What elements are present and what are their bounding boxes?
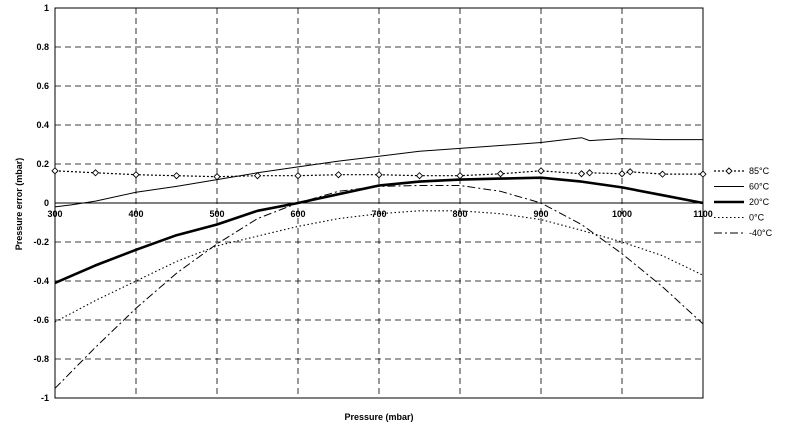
y-tick-label: -0.8 [33,354,49,364]
series-marker [172,172,181,180]
y-tick-label: 0.4 [36,120,49,130]
y-tick-label: 1 [44,3,49,13]
series-line-2 [54,176,704,285]
x-tick-label: 600 [290,209,305,219]
legend-marker [725,167,733,175]
series-marker [626,168,634,176]
y-axis-title: Pressure error (mbar) [14,158,24,251]
series-marker [253,172,262,180]
y-tick-label: -0.4 [33,276,49,286]
series-marker [577,170,586,178]
series-marker [415,172,424,180]
series-lines [51,137,707,389]
series-line-3 [54,210,704,323]
x-tick-label: 300 [47,209,62,219]
x-tick-label: 900 [533,209,548,219]
x-tick-label: 1000 [612,209,632,219]
y-tick-label: 0.2 [36,159,49,169]
series-marker [699,170,707,178]
y-tick-label: -0.6 [33,315,49,325]
legend-label-0: 85°C [749,166,770,176]
legend: 85°C 60°C 20°C 0°C -40°C [714,166,773,238]
x-tick-label: 400 [128,209,143,219]
legend-label-2: 20°C [749,197,770,207]
series-marker [51,167,59,175]
series-marker [294,172,302,180]
y-tick-label: 0.6 [36,81,49,91]
y-tick-labels: 1 0.8 0.6 0.4 0.2 0 -0.2 -0.4 -0.6 -0.8 -1 [33,3,49,403]
series-marker [375,171,383,179]
series-marker [496,170,505,178]
series-marker [334,171,343,179]
x-tick-label: 1100 [693,209,713,219]
x-tick-label: 500 [209,209,224,219]
series-line-4 [54,185,704,389]
series-marker [618,170,626,178]
y-tick-label: 0.8 [36,42,49,52]
series-marker [585,169,594,177]
x-tick-label: 800 [452,209,467,219]
series-marker [132,171,140,179]
series-marker [91,169,100,177]
y-tick-label: 0 [44,198,49,208]
y-tick-label: -1 [41,393,49,403]
legend-label-1: 60°C [749,182,770,192]
series-marker [537,167,545,175]
x-axis-title: Pressure (mbar) [344,412,413,422]
series-line-1 [54,137,703,208]
y-tick-label: -0.2 [33,237,49,247]
series-marker [658,170,667,178]
legend-label-3: 0°C [749,213,765,223]
legend-label-4: -40°C [749,228,773,238]
